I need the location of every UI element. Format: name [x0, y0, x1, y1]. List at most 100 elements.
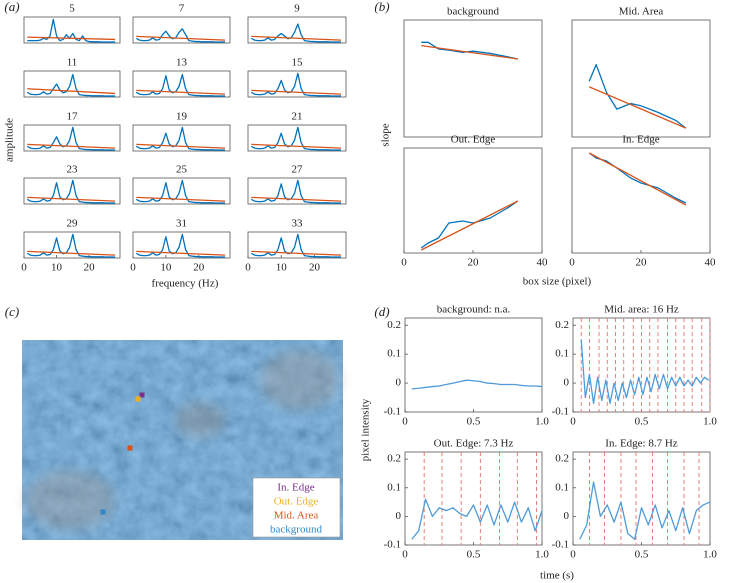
data-line	[26, 126, 116, 151]
data-line	[27, 143, 116, 149]
x-tick-label: 0	[402, 416, 408, 428]
data-line	[251, 89, 342, 95]
y-tick-label: 0.1	[387, 481, 401, 493]
data-line	[251, 143, 342, 149]
micrograph	[22, 340, 343, 540]
subplot-frame	[132, 70, 231, 98]
x-tick-label: 0	[402, 549, 408, 561]
x-tick-label: 20	[636, 257, 648, 269]
subplot-frame	[247, 231, 347, 259]
data-line	[27, 250, 116, 256]
x-tick-label: 0	[21, 262, 27, 274]
subplot-frame	[132, 124, 231, 152]
y-tick-label: 0.2	[555, 319, 569, 331]
subplot-title: Out. Edge: 7.3 Hz	[434, 438, 514, 450]
subplot-title: 13	[176, 57, 188, 69]
subplot-title: 5	[69, 3, 75, 15]
data-line	[136, 250, 226, 256]
subplot-frame	[23, 231, 121, 259]
data-line	[251, 196, 342, 202]
subplot-frame	[403, 19, 543, 138]
legend-box	[252, 477, 341, 538]
panel-label: (d)	[374, 304, 389, 319]
subplot-title: background	[447, 6, 499, 18]
subplot-title: 15	[292, 57, 304, 69]
subplot-title: 19	[176, 111, 188, 123]
data-line	[135, 73, 226, 97]
x-tick-label: 40	[537, 257, 549, 269]
subplot-frame	[23, 177, 121, 205]
x-tick-label: 1.0	[535, 416, 549, 428]
subplot-frame	[404, 451, 543, 546]
y-tick-label: 0.2	[555, 453, 569, 465]
subplot-title: 31	[176, 218, 187, 230]
x-tick-label: 10	[276, 262, 288, 274]
data-line	[251, 35, 342, 41]
y-tick-label: 0	[564, 377, 570, 389]
x-tick-label: 10	[160, 262, 172, 274]
data-line	[250, 233, 342, 258]
x-tick-label: 0	[570, 416, 576, 428]
subplot-title: Out. Edge	[451, 134, 496, 146]
x-tick-label: 0.5	[467, 549, 481, 561]
x-tick-label: 0.5	[635, 549, 649, 561]
legend-entry: background	[270, 524, 322, 536]
subplot-frame	[247, 70, 347, 98]
x-tick-label: 20	[193, 262, 205, 274]
subplot-title: In. Edge	[622, 134, 659, 146]
subplot-frame	[403, 147, 543, 254]
subplot-title: Mid. area: 16 Hz	[604, 304, 679, 316]
region-marker	[135, 396, 141, 402]
y-tick-label: -0.1	[552, 539, 569, 551]
subplot-frame	[247, 16, 347, 44]
x-axis-label: box size (pixel)	[523, 276, 592, 288]
subplot-title: Mid. Area	[619, 6, 664, 18]
x-tick-label: 0	[569, 257, 575, 269]
unmasked-area	[260, 350, 340, 410]
data-line	[588, 152, 687, 206]
x-tick-label: 10	[51, 262, 63, 274]
x-tick-label: 1.0	[703, 416, 717, 428]
subplot-title: 9	[294, 3, 300, 15]
y-axis-label: slope	[380, 123, 392, 146]
x-tick-label: 1.0	[535, 549, 549, 561]
legend-entry: In. Edge	[277, 482, 314, 494]
data-line	[421, 44, 518, 60]
data-line	[420, 200, 519, 251]
subplot-title: 33	[292, 218, 304, 230]
x-tick-label: 20	[309, 262, 321, 274]
data-line	[136, 89, 226, 95]
y-tick-label: 0.1	[555, 481, 569, 493]
subplot-frame	[132, 177, 231, 205]
y-tick-label: 0	[396, 510, 402, 522]
y-tick-label: 0	[396, 377, 402, 389]
subplot-title: 25	[176, 164, 188, 176]
data-line	[27, 196, 116, 202]
panel-label: (a)	[4, 0, 19, 14]
subplot-frame	[247, 177, 347, 205]
data-line	[588, 63, 687, 129]
y-tick-label: 0.2	[387, 453, 401, 465]
x-tick-label: 20	[84, 262, 96, 274]
subplot-title: 11	[67, 57, 78, 69]
x-axis-label: time (s)	[540, 570, 574, 582]
x-axis-label: frequency (Hz)	[152, 278, 219, 290]
data-line	[135, 126, 226, 151]
x-tick-label: 20	[468, 257, 480, 269]
data-line	[588, 86, 687, 129]
subplot-title: 29	[67, 218, 79, 230]
subplot-frame	[404, 317, 543, 413]
x-tick-label: 0	[245, 262, 251, 274]
data-line	[250, 23, 342, 43]
subplot-frame	[23, 16, 121, 44]
y-tick-label: -0.1	[384, 406, 401, 418]
data-line	[26, 233, 116, 258]
x-tick-label: 1.0	[703, 549, 717, 561]
y-axis-label: amplitude	[4, 118, 16, 162]
subplot-title: 17	[67, 111, 79, 123]
y-tick-label: 0.1	[387, 348, 401, 360]
data-line	[27, 36, 116, 41]
x-tick-label: 0	[130, 262, 136, 274]
panel-label: (c)	[5, 304, 19, 319]
data-line	[411, 498, 543, 540]
